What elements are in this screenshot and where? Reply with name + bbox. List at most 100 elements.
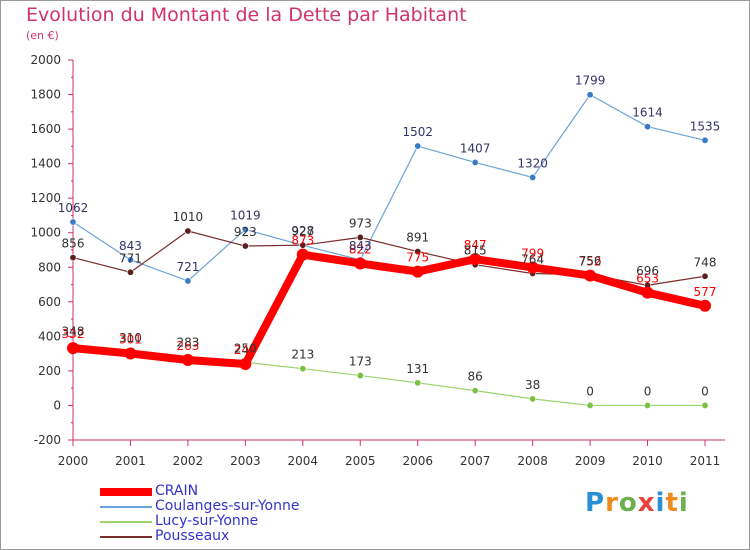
data-label: 775 bbox=[406, 251, 429, 265]
legend-swatch bbox=[100, 521, 152, 523]
data-point bbox=[181, 354, 194, 367]
data-point bbox=[469, 253, 482, 266]
y-tick-label: 800 bbox=[38, 260, 61, 274]
data-label: 86 bbox=[468, 370, 483, 384]
y-tick-label: 400 bbox=[38, 329, 61, 343]
data-label: 0 bbox=[644, 384, 652, 398]
chart-title: Evolution du Montant de la Dette par Hab… bbox=[26, 4, 467, 26]
data-label: 847 bbox=[464, 238, 487, 252]
data-point bbox=[124, 347, 137, 360]
data-point bbox=[414, 248, 422, 256]
data-label: 815 bbox=[464, 244, 487, 258]
data-label: 1535 bbox=[690, 119, 721, 133]
legend-label: Lucy-sur-Yonne bbox=[155, 513, 259, 529]
data-point bbox=[584, 269, 597, 282]
data-point bbox=[241, 225, 249, 233]
data-point bbox=[67, 342, 79, 355]
data-label: 310 bbox=[119, 331, 142, 345]
data-point bbox=[471, 158, 479, 166]
data-label: 131 bbox=[406, 362, 429, 376]
proxiti-logo: Proxiti bbox=[585, 488, 689, 518]
data-label: 771 bbox=[119, 251, 142, 265]
data-point bbox=[699, 299, 711, 312]
data-point bbox=[641, 286, 654, 299]
x-tick-label: 2007 bbox=[460, 454, 491, 468]
data-point bbox=[644, 123, 652, 131]
x-tick-label: 2011 bbox=[690, 454, 721, 468]
legend-label: Coulanges-sur-Yonne bbox=[155, 498, 300, 514]
data-label: 928 bbox=[291, 224, 314, 238]
data-label: 973 bbox=[349, 216, 372, 230]
x-tick-label: 2010 bbox=[632, 454, 663, 468]
data-label: 1614 bbox=[632, 106, 663, 120]
data-point bbox=[411, 265, 424, 278]
y-tick-label: 600 bbox=[38, 295, 61, 309]
data-point bbox=[299, 365, 307, 373]
data-point bbox=[184, 227, 192, 235]
x-tick-label: 2000 bbox=[58, 454, 89, 468]
data-point bbox=[299, 241, 307, 249]
data-label: 0 bbox=[701, 384, 709, 398]
data-point bbox=[529, 395, 537, 403]
data-label: 213 bbox=[291, 348, 314, 362]
data-label: 263 bbox=[176, 339, 199, 353]
data-label: 1407 bbox=[460, 141, 491, 155]
data-label: 721 bbox=[176, 260, 199, 274]
data-point bbox=[126, 268, 134, 276]
data-point bbox=[241, 242, 249, 250]
y-tick-label: 1600 bbox=[30, 122, 61, 136]
data-label: 927 bbox=[291, 224, 314, 238]
data-point bbox=[296, 248, 309, 261]
data-label: 283 bbox=[176, 336, 199, 350]
data-point bbox=[69, 218, 77, 226]
data-label: 1502 bbox=[402, 125, 433, 139]
data-point bbox=[701, 272, 709, 280]
series-line bbox=[72, 230, 706, 286]
data-label: 748 bbox=[694, 255, 717, 269]
legend-label: CRAIN bbox=[155, 483, 199, 499]
data-label: 764 bbox=[521, 252, 544, 266]
data-label: 240 bbox=[234, 343, 257, 357]
series-line bbox=[72, 94, 706, 282]
data-label: 1799 bbox=[575, 74, 606, 88]
data-label: 873 bbox=[291, 234, 314, 248]
data-label: 301 bbox=[119, 332, 142, 346]
data-label: 799 bbox=[521, 246, 544, 260]
data-label: 696 bbox=[636, 264, 659, 278]
data-point bbox=[184, 277, 192, 285]
data-point bbox=[471, 387, 479, 395]
series-line bbox=[69, 250, 709, 368]
data-point bbox=[644, 401, 652, 409]
y-tick-label: 1400 bbox=[30, 157, 61, 171]
data-point bbox=[701, 136, 709, 144]
data-label: 173 bbox=[349, 355, 372, 369]
data-label: 1062 bbox=[58, 201, 89, 215]
y-tick-label: 2000 bbox=[30, 53, 61, 67]
x-tick-label: 2006 bbox=[402, 454, 433, 468]
data-label: 822 bbox=[349, 242, 372, 256]
data-point bbox=[586, 91, 594, 99]
data-point bbox=[356, 372, 364, 380]
data-label: 843 bbox=[349, 239, 372, 253]
x-tick-label: 2009 bbox=[575, 454, 606, 468]
data-label: 843 bbox=[119, 239, 142, 253]
x-tick-label: 2005 bbox=[345, 454, 376, 468]
data-point bbox=[354, 257, 367, 270]
data-label: 1320 bbox=[517, 156, 548, 170]
data-point bbox=[356, 233, 364, 241]
data-point bbox=[239, 358, 252, 370]
data-label: 1010 bbox=[173, 210, 204, 224]
data-label: 332 bbox=[62, 327, 85, 341]
data-label: 250 bbox=[234, 341, 257, 355]
x-tick-label: 2001 bbox=[115, 454, 146, 468]
y-tick-label: 0 bbox=[53, 398, 61, 412]
data-point bbox=[69, 254, 77, 262]
data-point bbox=[526, 261, 539, 274]
data-point bbox=[701, 401, 709, 409]
data-label: 38 bbox=[525, 378, 540, 392]
data-label: 1019 bbox=[230, 208, 261, 222]
data-label: 653 bbox=[636, 272, 659, 286]
y-tick-label: 200 bbox=[38, 364, 61, 378]
data-label: 348 bbox=[62, 324, 85, 338]
